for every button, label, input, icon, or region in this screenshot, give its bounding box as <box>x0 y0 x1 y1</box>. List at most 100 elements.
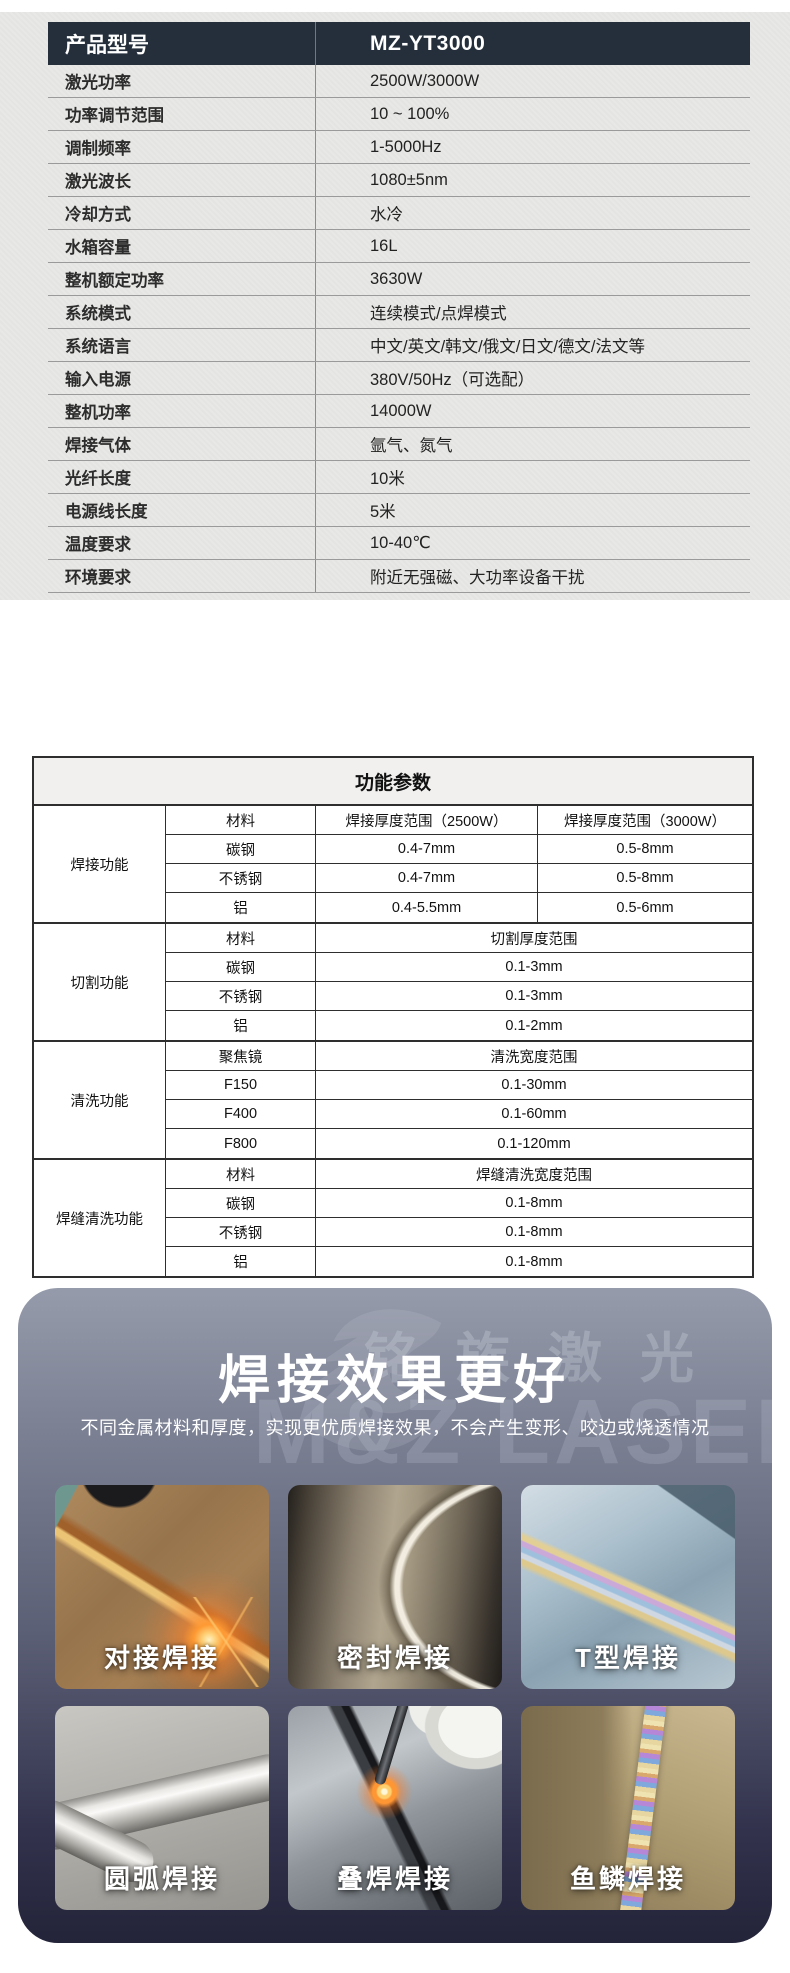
spec-table: 产品型号 MZ-YT3000 激光功率 2500W/3000W 功率调节范围 10 … <box>48 22 750 593</box>
group-cleaning: 清洗功能 聚焦镜 清洗宽度范围 F150 0.1-30mm F400 0.1-6… <box>34 1042 752 1160</box>
spec-label: 系统模式 <box>65 305 131 323</box>
spec-label: 功率调节范围 <box>65 107 164 125</box>
spec-label: 激光波长 <box>65 173 131 191</box>
fn-header-row: 材料 切割厚度范围 <box>166 924 752 953</box>
photo-lap-welding: 叠焊焊接 <box>288 1706 502 1910</box>
photo-seal-welding: 密封焊接 <box>288 1485 502 1689</box>
spec-label: 调制频率 <box>65 140 131 158</box>
group-name: 清洗功能 <box>34 1042 166 1158</box>
spec-value: 氩气、氮气 <box>315 428 750 460</box>
hero-subtitle: 不同金属材料和厚度，实现更优质焊接效果，不会产生变形、咬边或烧透情况 <box>80 1418 710 1438</box>
group-seam-cleaning: 焊缝清洗功能 材料 焊缝清洗宽度范围 碳钢 0.1-8mm 不锈钢 0.1-8m… <box>34 1160 752 1276</box>
spec-row: 环境要求 附近无强磁、大功率设备干扰 <box>48 560 750 593</box>
spec-row: 焊接气体 氩气、氮气 <box>48 428 750 461</box>
hero-title: 焊接效果更好 <box>217 1352 572 1410</box>
spec-row: 调制频率 1-5000Hz <box>48 131 750 164</box>
spec-value: 14000W <box>315 395 750 427</box>
spec-row: 激光功率 2500W/3000W <box>48 65 750 98</box>
spec-table-header-row: 产品型号 MZ-YT3000 <box>48 22 750 65</box>
spec-label: 电源线长度 <box>65 503 148 521</box>
fn-cell: 切割厚度范围 <box>490 931 578 948</box>
group-cutting: 切割功能 材料 切割厚度范围 碳钢 0.1-3mm 不锈钢 0.1-3mm 铝 … <box>34 924 752 1042</box>
fn-row: F800 0.1-120mm <box>166 1129 752 1158</box>
fn-cell: 焊接厚度范围（3000W） <box>564 813 726 830</box>
photo-caption: 鱼鳞焊接 <box>569 1864 686 1894</box>
function-parameter-table: 功能参数 焊接功能 材料 焊接厚度范围（2500W） 焊接厚度范围（3000W）… <box>32 756 754 1278</box>
spec-label: 整机额定功率 <box>65 272 164 290</box>
fn-cell: 0.1-30mm <box>501 1077 567 1093</box>
spec-value: 附近无强磁、大功率设备干扰 <box>315 560 750 592</box>
fn-cell: 0.4-5.5mm <box>316 893 538 922</box>
fn-cell: 0.5-8mm <box>616 841 674 857</box>
fn-row: F400 0.1-60mm <box>166 1100 752 1129</box>
spec-row: 输入电源 380V/50Hz（可选配） <box>48 362 750 395</box>
spec-row: 电源线长度 5米 <box>48 494 750 527</box>
group-name: 焊缝清洗功能 <box>34 1160 166 1276</box>
fn-cell: 不锈钢 <box>166 982 316 1010</box>
fn-cell: 焊接厚度范围（2500W） <box>316 806 538 834</box>
fn-row: 碳钢 0.4-7mm 0.5-8mm <box>166 835 752 864</box>
fn-row: 碳钢 0.1-3mm <box>166 953 752 982</box>
spec-label: 水箱容量 <box>65 239 131 257</box>
group-name: 切割功能 <box>34 924 166 1040</box>
fn-cell: 0.5-8mm <box>616 870 674 886</box>
dragon-watermark-icon <box>302 1309 442 1451</box>
fn-row: 不锈钢 0.1-8mm <box>166 1218 752 1247</box>
spec-value: 1-5000Hz <box>315 131 750 163</box>
brand-watermark-cn: 铭族激光 <box>364 1329 732 1389</box>
fn-header-row: 材料 焊缝清洗宽度范围 <box>166 1160 752 1189</box>
fn-cell: 0.1-60mm <box>501 1106 567 1122</box>
fn-cell: 材料 <box>166 924 316 952</box>
fn-cell: 碳钢 <box>166 953 316 981</box>
fn-row: 不锈钢 0.4-7mm 0.5-8mm <box>166 864 752 893</box>
spec-row: 激光波长 1080±5nm <box>48 164 750 197</box>
spec-row: 温度要求 10-40℃ <box>48 527 750 560</box>
spec-value: 中文/英文/韩文/俄文/日文/德文/法文等 <box>315 329 750 361</box>
spec-label: 整机功率 <box>65 404 131 422</box>
fn-cell: 材料 <box>166 806 316 834</box>
welding-example-grid: 对接焊接 密封焊接 T型焊接 圆弧焊接 叠焊焊接 鱼鳞焊接 <box>55 1485 735 1910</box>
spec-value: 10-40℃ <box>315 527 750 559</box>
fn-cell: 碳钢 <box>166 835 316 863</box>
fn-row: F150 0.1-30mm <box>166 1071 752 1100</box>
spec-panel: 产品型号 MZ-YT3000 激光功率 2500W/3000W 功率调节范围 10 … <box>0 12 790 600</box>
spec-row: 系统模式 连续模式/点焊模式 <box>48 296 750 329</box>
fn-cell: 0.4-7mm <box>316 835 538 863</box>
spec-row: 整机功率 14000W <box>48 395 750 428</box>
fn-cell: 铝 <box>166 1011 316 1040</box>
fn-cell: 铝 <box>166 1247 316 1276</box>
spec-value: 水冷 <box>315 197 750 229</box>
fn-cell: F400 <box>166 1100 316 1128</box>
fn-cell: 焊缝清洗宽度范围 <box>476 1167 592 1184</box>
fn-cell: 材料 <box>166 1160 316 1188</box>
photo-caption: 密封焊接 <box>336 1643 453 1673</box>
product-model-label: 产品型号 <box>65 33 149 57</box>
spec-row: 冷却方式 水冷 <box>48 197 750 230</box>
fn-row: 碳钢 0.1-8mm <box>166 1189 752 1218</box>
photo-fish-scale-welding: 鱼鳞焊接 <box>521 1706 735 1910</box>
spec-label: 光纤长度 <box>65 470 131 488</box>
photo-arc-welding: 圆弧焊接 <box>55 1706 269 1910</box>
spec-row: 功率调节范围 10 ~ 100% <box>48 98 750 131</box>
photo-butt-welding: 对接焊接 <box>55 1485 269 1689</box>
fn-header-row: 材料 焊接厚度范围（2500W） 焊接厚度范围（3000W） <box>166 806 752 835</box>
spec-label: 系统语言 <box>65 338 131 356</box>
photo-caption: 对接焊接 <box>103 1643 220 1673</box>
product-model-value: MZ-YT3000 <box>315 22 750 65</box>
spec-value: 连续模式/点焊模式 <box>315 296 750 328</box>
fn-cell: 不锈钢 <box>166 864 316 892</box>
function-table-title: 功能参数 <box>34 758 752 806</box>
spec-label: 激光功率 <box>65 74 131 92</box>
fn-cell: 0.1-8mm <box>505 1224 563 1240</box>
spec-value: 2500W/3000W <box>315 65 750 97</box>
fn-cell: 0.1-3mm <box>505 959 563 975</box>
spec-value: 3630W <box>315 263 750 295</box>
fn-cell: 0.4-7mm <box>316 864 538 892</box>
spec-value: 380V/50Hz（可选配） <box>315 362 750 394</box>
spec-value: 10 ~ 100% <box>315 98 750 130</box>
fn-cell: 铝 <box>166 893 316 922</box>
fn-cell: F800 <box>166 1129 316 1158</box>
spec-value: 16L <box>315 230 750 262</box>
fn-header-row: 聚焦镜 清洗宽度范围 <box>166 1042 752 1071</box>
